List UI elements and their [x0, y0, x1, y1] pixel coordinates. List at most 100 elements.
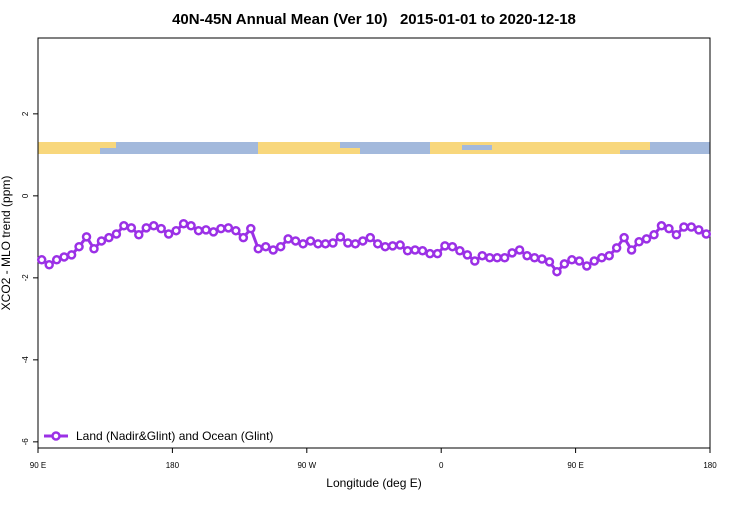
data-point: [477, 250, 488, 261]
data-point: [664, 223, 674, 234]
data-point: [626, 245, 637, 255]
data-point: [402, 246, 413, 256]
data-point: [417, 246, 428, 256]
data-point: [193, 225, 204, 236]
data-point: [529, 253, 540, 263]
data-point: [559, 259, 570, 269]
data-point: [81, 232, 92, 242]
land-band: [258, 142, 340, 154]
data-point: [656, 221, 667, 231]
data-point: [320, 239, 331, 249]
data-point: [96, 236, 107, 246]
y-axis-label: XCO2 - MLO trend (ppm): [0, 176, 13, 311]
data-point: [432, 248, 443, 259]
data-point: [134, 230, 144, 240]
data-point: [238, 232, 249, 243]
land-band: [530, 142, 620, 154]
data-point: [59, 252, 69, 262]
data-point: [305, 236, 316, 246]
data-point: [260, 241, 271, 252]
data-point: [51, 255, 62, 265]
data-point: [171, 225, 181, 236]
y-tick-label: -2: [21, 274, 30, 282]
data-point: [89, 243, 99, 254]
data-point: [679, 222, 689, 232]
data-point: [36, 255, 47, 265]
data-point: [119, 221, 129, 231]
data-point: [186, 221, 196, 231]
data-point: [514, 245, 525, 255]
data-point: [44, 259, 54, 270]
x-tick-label: 90 E: [567, 461, 583, 470]
data-point: [350, 239, 361, 249]
data-point: [156, 223, 166, 234]
data-point: [604, 250, 614, 261]
data-point: [440, 241, 450, 251]
data-point: [611, 243, 622, 253]
y-tick-label: 0: [21, 193, 30, 198]
data-point: [484, 253, 495, 263]
data-point: [499, 253, 510, 263]
data-point: [641, 234, 652, 244]
data-point: [74, 241, 84, 252]
data-point: [589, 256, 600, 266]
data-point: [425, 248, 435, 259]
x-tick-label: 180: [166, 461, 180, 470]
data-point: [201, 225, 211, 235]
data-point: [148, 221, 159, 231]
data-point: [470, 256, 480, 266]
y-tick-label: -6: [21, 438, 30, 446]
data-point: [455, 246, 465, 256]
x-tick-label: 90 W: [297, 461, 316, 470]
land-ocean-strip: [38, 142, 710, 154]
data-point: [701, 229, 712, 239]
data-point: [671, 230, 682, 240]
x-axis-label: Longitude (deg E): [326, 476, 421, 490]
data-point: [552, 266, 562, 277]
data-point: [178, 218, 189, 229]
data-point: [380, 241, 390, 252]
data-point: [596, 253, 607, 263]
y-tick-label: -4: [21, 356, 30, 364]
data-point: [492, 253, 502, 263]
data-point: [574, 256, 585, 266]
data-point: [634, 237, 644, 247]
data-point: [387, 241, 398, 251]
data-point: [104, 232, 114, 243]
land-band: [340, 148, 360, 154]
data-point: [126, 223, 137, 233]
data-point: [246, 223, 256, 234]
data-point: [328, 238, 338, 248]
legend-label: Land (Nadir&Glint) and Ocean (Glint): [76, 429, 273, 443]
data-point: [462, 250, 473, 260]
data-point: [231, 225, 241, 236]
data-point: [343, 238, 353, 248]
data-point: [395, 240, 405, 250]
plot-frame: [37, 37, 711, 449]
data-point: [544, 257, 555, 267]
data-point: [410, 245, 420, 255]
data-point: [216, 223, 226, 234]
data-point: [522, 250, 532, 261]
data-point: [358, 236, 368, 246]
land-band: [100, 142, 116, 148]
data-point: [365, 232, 376, 243]
x-tick-label: 90 E: [30, 461, 46, 470]
data-point: [372, 239, 383, 249]
x-tick-label: 180: [703, 461, 717, 470]
chart-title: 40N-45N Annual Mean (Ver 10) 2015-01-01 …: [172, 11, 576, 28]
data-point: [694, 225, 704, 235]
data-point: [313, 239, 323, 249]
y-tick-label: 2: [21, 111, 30, 116]
data-point: [253, 243, 264, 254]
data-point: [447, 241, 458, 252]
data-point: [275, 241, 286, 252]
data-point: [335, 232, 346, 242]
data-point: [619, 232, 629, 243]
data-point: [507, 248, 517, 258]
data-point: [582, 261, 592, 271]
data-point: [686, 222, 697, 232]
legend-marker: [51, 431, 61, 441]
data-point: [163, 229, 174, 239]
data-point: [111, 229, 122, 239]
